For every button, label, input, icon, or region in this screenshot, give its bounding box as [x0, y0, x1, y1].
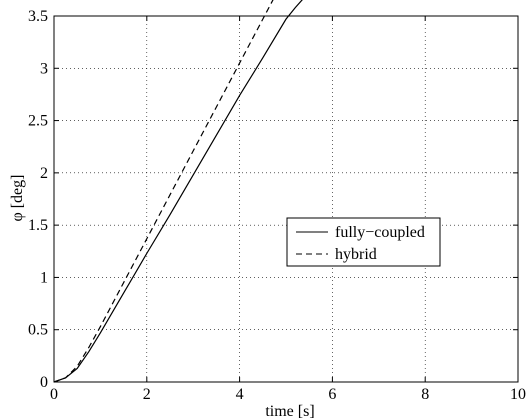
- x-axis-label: time [s]: [265, 403, 314, 419]
- x-tick-label: 4: [236, 386, 244, 403]
- y-ticks: 0 0.5 1 1.5 2 2.5 3 3.5: [28, 8, 518, 391]
- legend-label-fully-coupled: fully−coupled: [335, 224, 425, 241]
- y-tick-label: 1: [40, 269, 48, 286]
- plot-frame: [53, 15, 519, 383]
- y-tick-label: 0.5: [28, 322, 48, 339]
- y-tick-label: 2: [40, 165, 48, 182]
- x-tick-label: 2: [143, 386, 151, 403]
- y-tick-label: 2.5: [28, 113, 48, 130]
- grid-lines: [54, 16, 518, 382]
- legend: fully−coupled hybrid: [286, 217, 441, 267]
- legend-label-hybrid: hybrid: [335, 246, 377, 263]
- x-tick-label: 6: [328, 386, 336, 403]
- series-line-0: [53, 0, 303, 383]
- legend-box: [286, 217, 441, 267]
- y-tick-label: 3: [40, 60, 48, 77]
- x-tick-label: 10: [510, 386, 526, 403]
- series-line-1: [53, 0, 274, 383]
- series-lines: [53, 0, 303, 383]
- x-tick-label: 0: [50, 386, 58, 403]
- y-axis-label: φ [deg]: [9, 175, 26, 222]
- x-tick-label: 8: [421, 386, 429, 403]
- y-tick-label: 0: [40, 374, 48, 391]
- y-tick-label: 3.5: [28, 8, 48, 25]
- y-tick-label: 1.5: [28, 217, 48, 234]
